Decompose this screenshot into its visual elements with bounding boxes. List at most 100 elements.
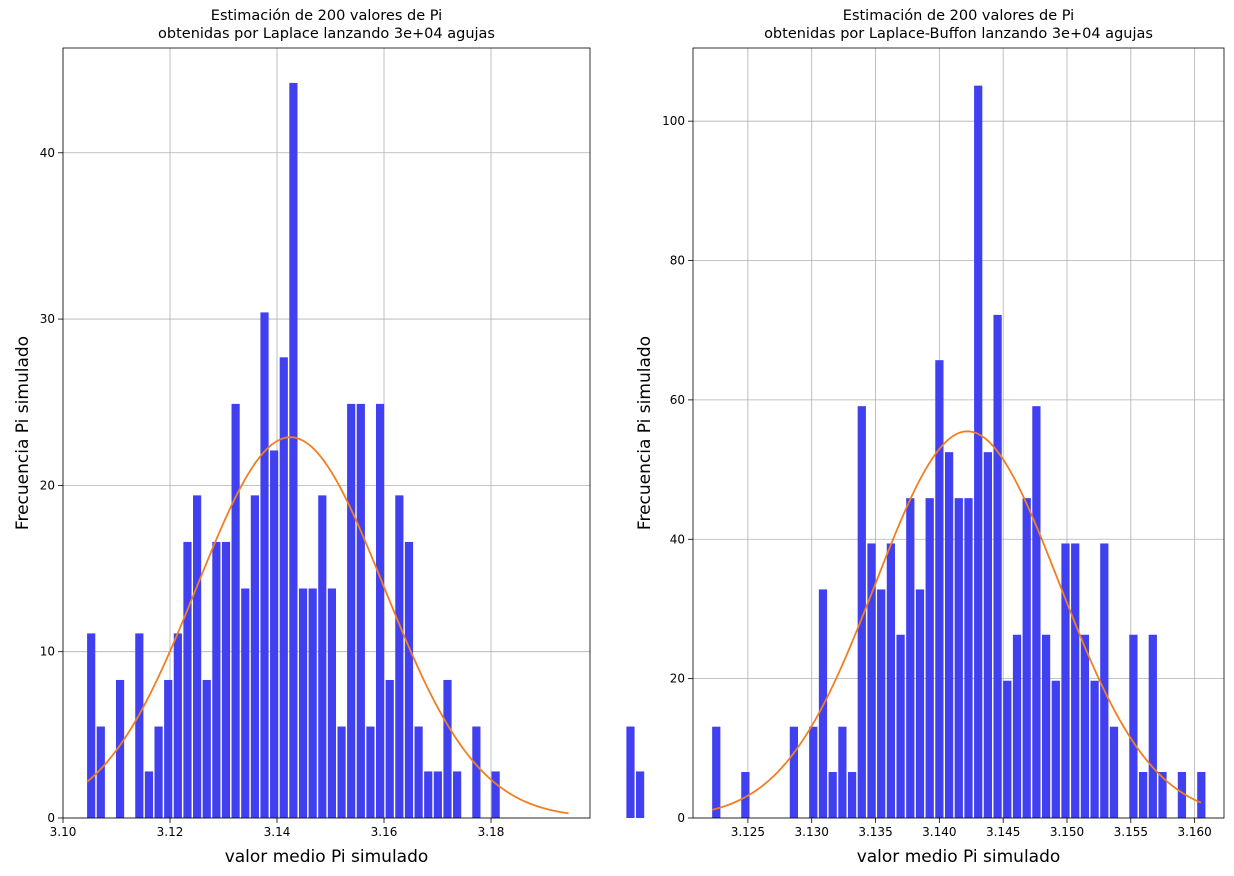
histogram-bar — [741, 772, 750, 818]
histogram-bar — [1197, 772, 1206, 818]
y-axis-label-laplace: Frecuencia Pi simulado — [13, 336, 33, 530]
histogram-bar — [193, 495, 202, 818]
y-tick-label: 60 — [670, 393, 685, 407]
y-tick-label: 10 — [40, 645, 55, 659]
x-tick-label: 3.140 — [922, 825, 956, 839]
y-tick-label: 40 — [670, 532, 685, 546]
histogram-bar — [1051, 680, 1060, 818]
histogram-bar — [366, 726, 375, 818]
histogram-bar — [1022, 498, 1031, 818]
chart-laplace: 3.10 3.12 3.14 3.16 3.18 0 10 20 30 40 Estimació… — [13, 8, 645, 867]
x-tick-label: 3.145 — [986, 825, 1020, 839]
y-tick-label: 30 — [40, 312, 55, 326]
histogram-bar — [944, 452, 954, 818]
x-tick-label: 3.130 — [795, 825, 829, 839]
histogram-bar — [983, 452, 993, 818]
y-axis-ticks-laplace: 0 10 20 30 40 — [40, 146, 63, 825]
histogram-bar — [838, 726, 847, 818]
x-tick-label: 3.160 — [1177, 825, 1211, 839]
histogram-bar — [375, 403, 385, 818]
histogram-bar — [809, 726, 818, 818]
y-tick-label: 100 — [662, 114, 685, 128]
histogram-bar — [1041, 634, 1051, 818]
histogram-bar — [347, 403, 356, 818]
histogram-bar — [356, 403, 365, 818]
x-tick-label: 3.125 — [731, 825, 765, 839]
histogram-bar — [404, 541, 414, 818]
histogram-bar — [433, 771, 442, 818]
histogram-bar — [925, 498, 934, 818]
histogram-bar — [974, 85, 983, 818]
x-tick-label: 3.14 — [264, 825, 291, 839]
histogram-bar — [270, 450, 279, 818]
histogram-bars-laplace-buffon — [712, 85, 1206, 818]
y-tick-label: 80 — [670, 254, 685, 268]
histogram-bar — [298, 588, 308, 818]
histogram-bar — [636, 771, 645, 818]
histogram-bar — [857, 406, 866, 818]
x-axis-ticks-laplace: 3.10 3.12 3.14 3.16 3.18 — [50, 818, 505, 839]
chart-title-laplace: Estimación de 200 valores de Pi obtenidas… — [158, 8, 495, 42]
histogram-bar — [964, 498, 973, 818]
normal-curve-line — [711, 430, 1202, 811]
histogram-bar — [886, 543, 896, 818]
histogram-bar — [183, 541, 192, 818]
x-tick-label: 3.10 — [50, 825, 77, 839]
histogram-bar — [1148, 634, 1157, 818]
histogram-bar — [453, 771, 462, 818]
histogram-bar — [1003, 680, 1012, 818]
histogram-bar — [327, 588, 337, 818]
histogram-bar — [414, 726, 423, 818]
histogram-bars-laplace — [87, 82, 645, 818]
y-tick-label: 20 — [670, 672, 685, 686]
histogram-bar — [1138, 772, 1148, 818]
histogram-bar — [877, 589, 886, 818]
histogram-bar — [828, 772, 837, 818]
histogram-bar — [1177, 772, 1187, 818]
y-axis-ticks-laplace-buffon: 0 20 40 60 80 100 — [662, 114, 693, 825]
histogram-bar — [443, 679, 452, 818]
histogram-bar — [289, 82, 298, 818]
y-tick-label: 40 — [40, 146, 55, 160]
y-tick-label: 20 — [40, 478, 55, 492]
x-tick-label: 3.12 — [157, 825, 184, 839]
plot-frame-laplace-buffon — [692, 47, 1225, 819]
chart-laplace-buffon: 3.125 3.130 3.135 3.140 3.145 3.150 3.155 3.160… — [635, 8, 1225, 867]
histogram-bar — [1158, 772, 1167, 818]
histogram-bar — [135, 633, 144, 818]
histogram-bar — [260, 312, 269, 818]
histogram-bar — [712, 726, 721, 818]
histogram-bar — [896, 634, 905, 818]
y-tick-label: 0 — [677, 811, 685, 825]
x-axis-label-laplace-buffon: valor medio Pi simulado — [857, 847, 1061, 867]
y-tick-label: 0 — [47, 811, 55, 825]
histogram-bar — [144, 771, 154, 818]
histogram-bar — [279, 357, 288, 818]
histogram-bar — [1090, 680, 1099, 818]
histogram-bar — [164, 679, 173, 818]
chart-title-line: Estimación de 200 valores de Pi — [843, 8, 1074, 24]
histogram-bar — [241, 588, 250, 818]
histogram-bar — [1109, 726, 1119, 818]
histogram-bar — [154, 726, 163, 818]
x-tick-label: 3.18 — [478, 825, 505, 839]
histogram-bar — [202, 679, 211, 818]
histogram-bar — [1032, 406, 1041, 818]
histogram-bar — [847, 772, 857, 818]
histogram-bar — [1100, 543, 1109, 818]
histogram-bar — [1071, 543, 1080, 818]
histogram-bar — [867, 543, 876, 818]
histogram-bar — [337, 726, 346, 818]
chart-title-line: obtenidas por Laplace lanzando 3e+04 agu… — [158, 26, 495, 42]
histogram-bar — [221, 541, 231, 818]
chart-title-laplace-buffon: Estimación de 200 valores de Pi obtenidas… — [764, 8, 1153, 42]
histogram-bar — [906, 498, 915, 818]
normal-curve-laplace-buffon — [711, 430, 1202, 811]
histogram-bar — [212, 541, 221, 818]
histogram-bar — [789, 726, 799, 818]
histogram-bar — [472, 726, 481, 818]
histogram-bar — [915, 589, 925, 818]
histogram-bar — [491, 771, 500, 818]
histogram-bar — [250, 495, 259, 818]
